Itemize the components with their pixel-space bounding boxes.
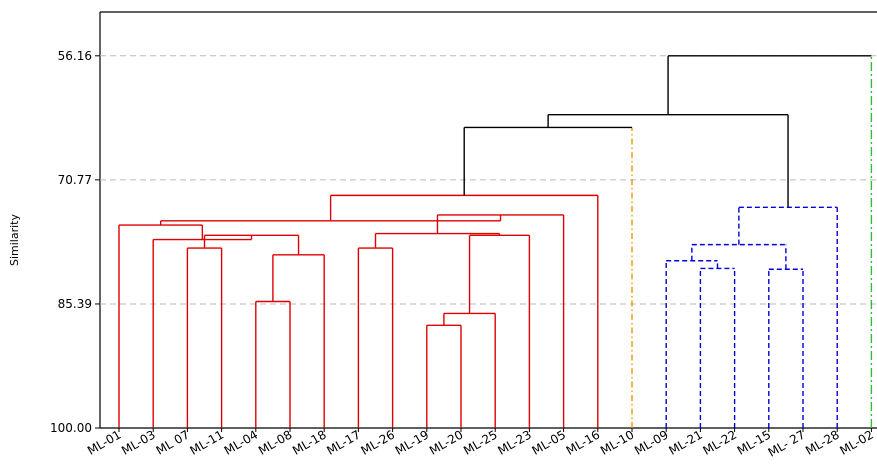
y-tick-label: 85.39 — [58, 297, 92, 311]
leaf-label: ML-18 — [290, 427, 329, 457]
leaf-label: ML-16 — [564, 427, 603, 457]
leaf-label: ML-09 — [632, 427, 671, 457]
leaf-label: ML-04 — [222, 427, 261, 457]
leaf-label: ML-22 — [701, 427, 740, 457]
leaf-label: ML-19 — [393, 427, 432, 457]
leaf-label: ML-23 — [495, 427, 534, 457]
leaf-label: ML- 27 — [766, 427, 808, 459]
leaf-label: ML-10 — [598, 427, 637, 457]
y-axis-title: Similarity — [8, 214, 21, 266]
leaf-label: ML-15 — [735, 427, 774, 457]
y-tick-label: 70.77 — [58, 173, 92, 187]
dendrogram-links — [118, 55, 873, 428]
leaf-label: ML-03 — [119, 427, 158, 457]
leaf-label: ML-25 — [461, 427, 500, 457]
leaf-label: ML 07 — [154, 427, 192, 457]
leaf-label: ML-08 — [256, 427, 295, 457]
leaf-label: ML-11 — [188, 427, 227, 457]
grid-lines — [100, 55, 877, 305]
y-axis-ticks: 56.16 70.77 85.39 100.00 — [50, 49, 100, 435]
leaf-label: ML-02 — [837, 427, 876, 457]
leaf-label: ML-05 — [530, 427, 569, 457]
leaf-label: ML-21 — [666, 427, 705, 457]
y-tick-label: 56.16 — [58, 49, 92, 63]
leaf-label: ML-28 — [803, 427, 842, 457]
leaf-label: ML-17 — [324, 427, 363, 457]
y-tick-label: 100.00 — [50, 421, 92, 435]
leaf-label: ML-26 — [359, 427, 398, 457]
leaf-label: ML-20 — [427, 427, 466, 457]
